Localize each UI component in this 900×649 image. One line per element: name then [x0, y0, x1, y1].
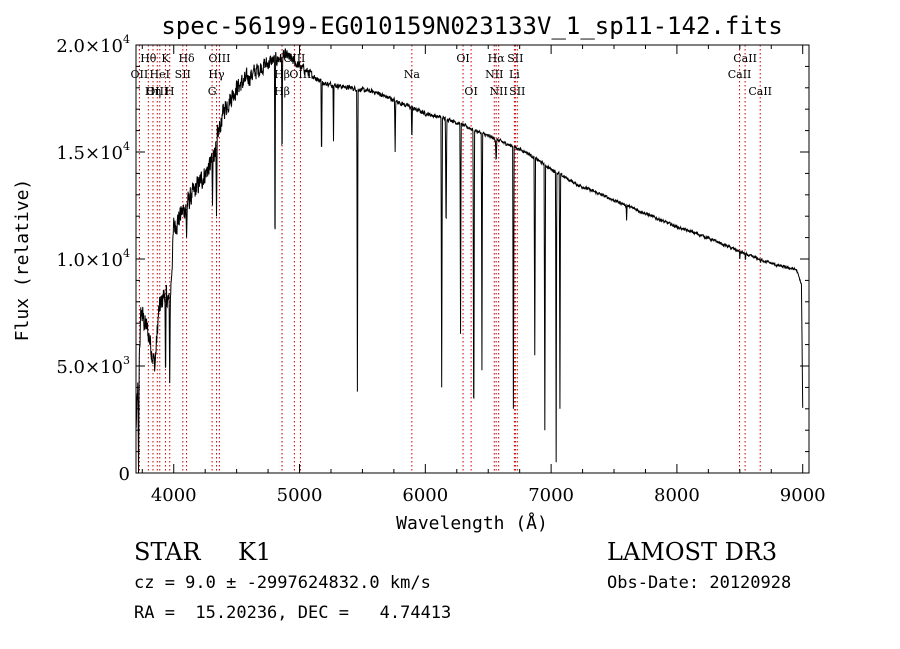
y-tick-exponent: 4: [123, 247, 130, 260]
x-axis-label: Wavelength (Å): [396, 512, 548, 534]
line-marker-label: NII: [490, 85, 508, 98]
line-marker-label: G: [208, 85, 217, 98]
object-subclass: K1: [238, 538, 272, 566]
obs-date: Obs-Date: 20120928: [607, 573, 792, 593]
line-marker-label: Hθ: [140, 52, 157, 65]
y-tick-mantissa: 2.0×10: [56, 36, 123, 57]
line-marker-label: K: [161, 52, 170, 65]
x-tick-label: 7000: [528, 485, 574, 506]
y-tick-label: 0: [119, 464, 130, 485]
x-tick-label: 6000: [402, 485, 448, 506]
y-tick-label: 1.5×104: [56, 140, 130, 164]
line-marker-label: Hα: [488, 52, 506, 65]
line-marker-group: [138, 45, 761, 473]
line-marker-label: H: [165, 85, 175, 98]
line-marker-label: OI: [456, 52, 469, 65]
line-marker-label: Hδ: [178, 52, 195, 65]
y-tick-mantissa: 5.0×10: [56, 357, 123, 378]
line-marker-label: HeI: [150, 68, 170, 81]
line-marker-label: OIII: [208, 52, 230, 65]
line-marker-label: Na: [404, 68, 421, 81]
y-tick-exponent: 3: [123, 354, 130, 367]
y-tick-exponent: 4: [123, 140, 130, 153]
line-marker-label: CaII: [728, 68, 752, 81]
line-marker-label: SII: [509, 85, 525, 98]
x-tick-label: 9000: [780, 485, 826, 506]
line-marker-label: Li: [509, 68, 520, 81]
spectrum-line: [135, 48, 804, 474]
line-marker-label: NII: [485, 68, 503, 81]
chart-title: spec-56199-EG010159N023133V_1_sp11-142.f…: [161, 12, 782, 40]
coordinates: RA = 15.20236, DEC = 4.74413: [134, 603, 452, 623]
line-marker-label: OIII: [146, 85, 168, 98]
y-tick-label: 5.0×103: [56, 354, 130, 378]
y-tick-exponent: 4: [123, 33, 130, 46]
line-marker-label: Hγ: [208, 68, 225, 81]
survey-name: LAMOST DR3: [607, 538, 778, 566]
x-tick-label: 8000: [654, 485, 700, 506]
y-tick-label: 1.0×104: [56, 247, 130, 271]
y-tick-label: 2.0×104: [56, 33, 130, 57]
line-marker-label: SII: [175, 68, 191, 81]
line-marker-label: OII: [131, 68, 149, 81]
object-class: STAR: [134, 538, 201, 566]
redshift-info: cz = 9.0 ± -2997624832.0 km/s: [134, 573, 431, 593]
line-marker-label: CaII: [733, 52, 757, 65]
line-marker-label: SII: [507, 52, 523, 65]
x-axis: 4000 5000 6000 7000 8000 9000: [141, 45, 826, 506]
line-marker-label: Hη: [145, 85, 161, 98]
y-tick-mantissa: 1.5×10: [56, 143, 123, 164]
y-tick-mantissa: 1.0×10: [56, 250, 123, 271]
line-marker-label: OI: [464, 85, 477, 98]
x-tick-label: 4000: [151, 485, 197, 506]
y-tick-mantissa: 0: [119, 464, 130, 485]
x-tick-label: 5000: [277, 485, 323, 506]
y-axis-label: Flux (relative): [12, 179, 33, 342]
line-marker-label: CaII: [748, 85, 772, 98]
